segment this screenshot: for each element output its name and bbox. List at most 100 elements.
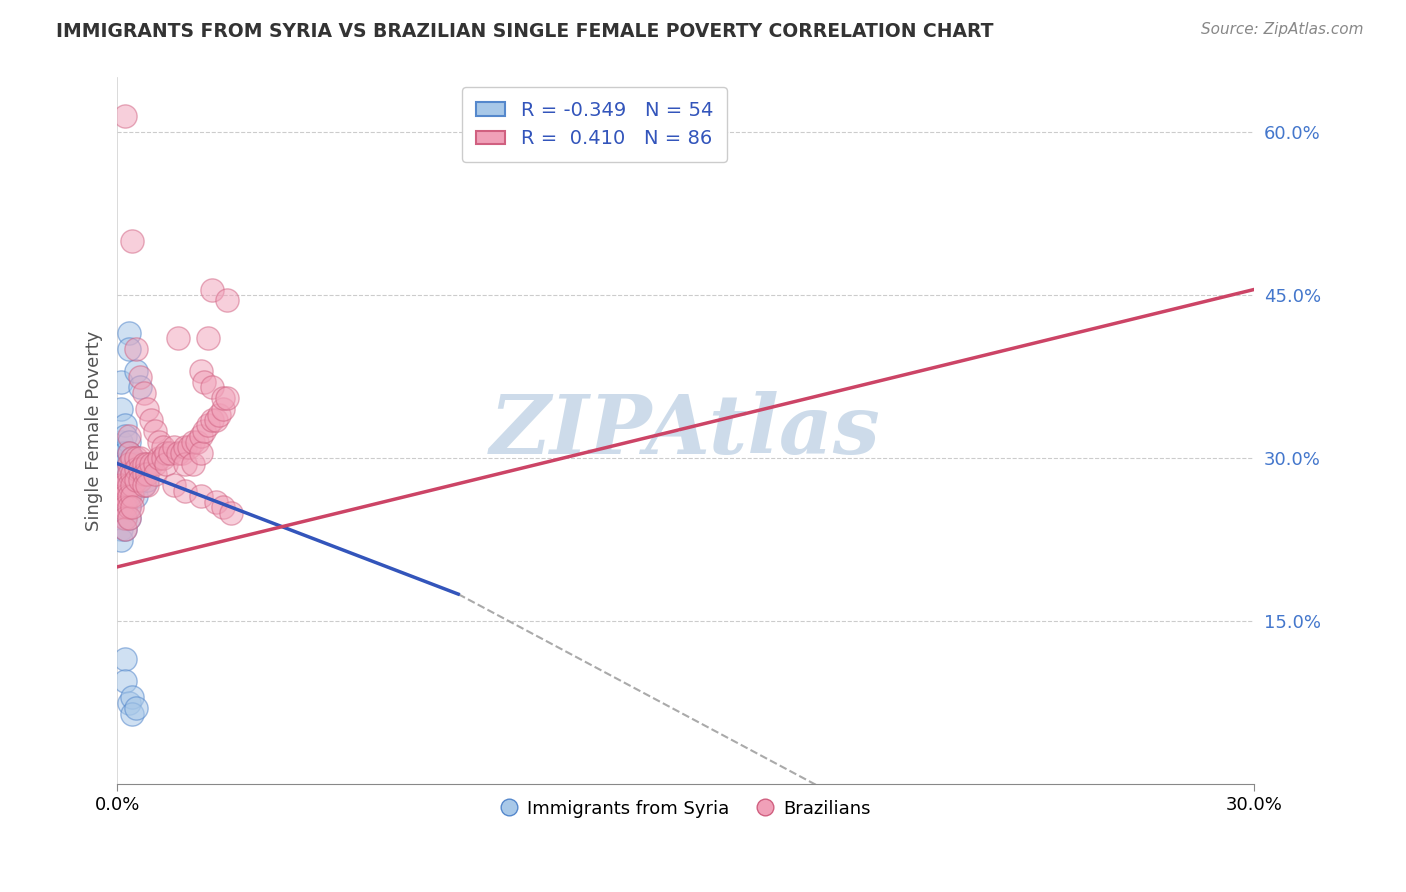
Point — [117, 445, 139, 459]
Point — [110, 467, 132, 482]
Point — [114, 500, 136, 514]
Point — [121, 473, 143, 487]
Point — [110, 511, 132, 525]
Point — [170, 445, 193, 459]
Point — [114, 652, 136, 666]
Point — [152, 451, 174, 466]
Text: IMMIGRANTS FROM SYRIA VS BRAZILIAN SINGLE FEMALE POVERTY CORRELATION CHART: IMMIGRANTS FROM SYRIA VS BRAZILIAN SINGL… — [56, 22, 994, 41]
Point — [155, 457, 177, 471]
Point — [190, 489, 212, 503]
Point — [117, 457, 139, 471]
Point — [114, 418, 136, 433]
Point — [193, 424, 215, 438]
Point — [117, 457, 139, 471]
Point — [201, 413, 224, 427]
Point — [136, 467, 159, 482]
Point — [121, 467, 143, 482]
Point — [190, 429, 212, 443]
Point — [110, 500, 132, 514]
Point — [155, 445, 177, 459]
Point — [197, 331, 219, 345]
Point — [129, 380, 152, 394]
Point — [208, 408, 231, 422]
Point — [152, 440, 174, 454]
Point — [117, 489, 139, 503]
Point — [117, 511, 139, 525]
Point — [132, 467, 155, 482]
Point — [129, 369, 152, 384]
Point — [121, 451, 143, 466]
Point — [125, 467, 148, 482]
Point — [121, 690, 143, 705]
Point — [121, 483, 143, 498]
Point — [125, 478, 148, 492]
Point — [143, 457, 166, 471]
Point — [117, 478, 139, 492]
Point — [117, 696, 139, 710]
Point — [110, 375, 132, 389]
Point — [212, 402, 235, 417]
Legend: Immigrants from Syria, Brazilians: Immigrants from Syria, Brazilians — [492, 792, 879, 825]
Point — [114, 429, 136, 443]
Point — [193, 375, 215, 389]
Point — [114, 457, 136, 471]
Point — [125, 462, 148, 476]
Point — [117, 489, 139, 503]
Point — [117, 445, 139, 459]
Point — [114, 489, 136, 503]
Point — [163, 478, 186, 492]
Point — [179, 440, 201, 454]
Point — [159, 445, 181, 459]
Point — [110, 402, 132, 417]
Point — [219, 506, 242, 520]
Point — [148, 434, 170, 449]
Point — [117, 467, 139, 482]
Point — [121, 234, 143, 248]
Point — [174, 457, 197, 471]
Point — [197, 418, 219, 433]
Point — [114, 674, 136, 689]
Point — [121, 478, 143, 492]
Point — [129, 451, 152, 466]
Point — [117, 343, 139, 357]
Point — [117, 434, 139, 449]
Point — [141, 457, 163, 471]
Point — [110, 478, 132, 492]
Point — [129, 473, 152, 487]
Point — [121, 489, 143, 503]
Point — [201, 283, 224, 297]
Point — [186, 434, 208, 449]
Point — [136, 402, 159, 417]
Point — [132, 478, 155, 492]
Point — [129, 462, 152, 476]
Point — [181, 434, 204, 449]
Point — [166, 331, 188, 345]
Point — [125, 701, 148, 715]
Text: ZIPAtlas: ZIPAtlas — [491, 391, 882, 471]
Point — [125, 457, 148, 471]
Point — [117, 500, 139, 514]
Point — [110, 500, 132, 514]
Point — [117, 429, 139, 443]
Point — [110, 457, 132, 471]
Point — [204, 494, 226, 508]
Point — [125, 343, 148, 357]
Point — [132, 385, 155, 400]
Point — [110, 434, 132, 449]
Point — [114, 478, 136, 492]
Point — [114, 511, 136, 525]
Point — [215, 293, 238, 308]
Point — [121, 500, 143, 514]
Point — [114, 511, 136, 525]
Point — [114, 108, 136, 122]
Point — [110, 533, 132, 547]
Point — [125, 451, 148, 466]
Point — [117, 511, 139, 525]
Point — [117, 500, 139, 514]
Point — [110, 522, 132, 536]
Point — [190, 445, 212, 459]
Point — [110, 467, 132, 482]
Point — [114, 445, 136, 459]
Point — [114, 522, 136, 536]
Point — [129, 473, 152, 487]
